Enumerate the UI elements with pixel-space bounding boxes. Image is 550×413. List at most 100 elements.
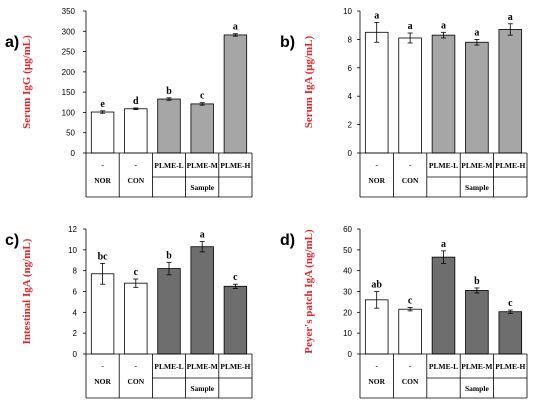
- significance-letter: a: [408, 21, 413, 32]
- bar: [90, 273, 115, 355]
- significance-letter: ab: [371, 280, 382, 291]
- chart-panel-1: a)Serum IgG (μg/mL)050100150200250300350…: [5, 7, 253, 198]
- panel-label: a): [5, 34, 19, 51]
- y-tick-label: 8: [73, 267, 78, 276]
- y-tick-label: 0: [71, 149, 76, 158]
- significance-letter: c: [200, 91, 205, 102]
- significance-letter: e: [100, 99, 105, 110]
- x-dash-label: -: [135, 361, 138, 370]
- y-axis-label-antibody: IgA: [303, 270, 315, 288]
- y-tick-label: 10: [343, 7, 352, 16]
- y-tick-label: 4: [73, 308, 78, 317]
- x-category-label: NOR: [368, 377, 385, 386]
- y-axis-label-antibody: IgG: [21, 76, 33, 95]
- chart-panel-3: c)Intestinal IgA (ng/mL) 0 2 4 6 8 10 12 bc c b a c -…: [5, 225, 253, 399]
- y-axis-label-prefix: Serum: [303, 94, 315, 128]
- x-category-label: PLME-M: [461, 362, 492, 371]
- x-category-label: CON: [127, 377, 144, 386]
- y-axis-label-prefix: Intestinal: [21, 297, 33, 344]
- y-tick-label: 10: [343, 329, 352, 338]
- y-tick-label: 2: [348, 121, 353, 130]
- x-category-label: NOR: [94, 377, 111, 386]
- y-axis-label: Peyer's patch IgA (ng/mL): [303, 229, 315, 354]
- x-dash-label: -: [409, 361, 412, 370]
- x-category-label: CON: [402, 176, 419, 185]
- significance-letter: c: [508, 298, 513, 309]
- panel-label: b): [280, 34, 295, 51]
- y-tick-label: 0: [73, 350, 78, 359]
- y-axis-label-antibody: IgA: [21, 279, 33, 297]
- y-tick-label: 300: [62, 27, 76, 36]
- significance-letter: c: [233, 272, 238, 283]
- x-dash-label: -: [101, 160, 104, 169]
- bar: [190, 103, 214, 154]
- significance-letter: d: [133, 96, 139, 107]
- bar: [223, 285, 248, 355]
- y-axis-label: Serum IgG (μg/mL): [21, 35, 33, 129]
- y-tick-label: 50: [343, 246, 352, 255]
- bar: [465, 41, 489, 154]
- y-tick-label: 6: [73, 288, 78, 297]
- x-group-label: Sample: [465, 384, 489, 393]
- y-tick-label: 10: [68, 246, 77, 255]
- significance-letter: b: [166, 250, 172, 261]
- significance-letter: a: [374, 10, 379, 21]
- x-dash-label: -: [375, 160, 378, 169]
- x-category-label: PLME-M: [187, 161, 218, 170]
- bar: [431, 256, 456, 355]
- y-tick-label: 6: [348, 64, 353, 73]
- significance-letter: bc: [98, 251, 109, 262]
- y-axis-label-unit: (μg/mL): [21, 35, 33, 77]
- x-group-label: Sample: [190, 384, 214, 393]
- x-dash-label: -: [101, 361, 104, 370]
- y-tick-label: 30: [343, 288, 352, 297]
- y-tick-label: 12: [68, 225, 77, 234]
- y-axis-label-prefix: Peyer's patch: [303, 288, 315, 354]
- x-category-label: PLME-M: [461, 161, 492, 170]
- significance-letter: a: [233, 22, 238, 33]
- x-dash-label: -: [409, 160, 412, 169]
- bar: [431, 34, 456, 154]
- panel-label: c): [5, 232, 19, 249]
- y-tick-label: 100: [62, 108, 76, 117]
- x-category-label: PLME-L: [429, 161, 458, 170]
- bar: [90, 111, 115, 154]
- significance-letter: c: [134, 267, 139, 278]
- x-category-label: CON: [127, 176, 144, 185]
- significance-letter: a: [441, 239, 446, 250]
- y-axis-label: Intestinal IgA (ng/mL): [21, 238, 33, 344]
- x-category-label: PLME-H: [495, 161, 525, 170]
- y-tick-label: 2: [73, 329, 78, 338]
- y-axis-label-unit: (μg/mL): [303, 35, 315, 77]
- y-tick-label: 8: [348, 35, 353, 44]
- y-tick-label: 350: [62, 7, 76, 16]
- significance-letter: a: [441, 20, 446, 31]
- bar: [498, 29, 523, 154]
- bar: [465, 290, 489, 355]
- bar: [190, 246, 214, 355]
- bar: [124, 108, 148, 154]
- y-axis-label-prefix: Serum: [21, 95, 33, 129]
- x-category-label: NOR: [368, 176, 385, 185]
- x-category-label: PLME-L: [154, 362, 183, 371]
- x-category-label: PLME-H: [220, 362, 250, 371]
- y-tick-label: 60: [343, 225, 352, 234]
- bar: [498, 311, 523, 355]
- x-group-label: Sample: [465, 183, 489, 192]
- y-tick-label: 4: [348, 92, 353, 101]
- x-category-label: PLME-L: [154, 161, 183, 170]
- y-axis-label-unit: (ng/mL): [303, 229, 315, 271]
- panel-label: d): [280, 232, 295, 249]
- x-category-label: PLME-H: [220, 161, 250, 170]
- y-tick-label: 200: [62, 68, 76, 77]
- y-tick-label: 40: [343, 267, 352, 276]
- y-tick-label: 250: [62, 48, 76, 57]
- chart-panel-4: d) Peyer's patch IgA (ng/mL) 0 10 20 30 40 50 60…: [280, 225, 528, 399]
- y-tick-label: 0: [348, 149, 353, 158]
- significance-letter: c: [408, 296, 413, 307]
- significance-letter: a: [474, 27, 479, 38]
- bar: [364, 31, 389, 154]
- bar: [157, 268, 181, 355]
- significance-letter: a: [200, 230, 205, 241]
- bar: [223, 34, 248, 154]
